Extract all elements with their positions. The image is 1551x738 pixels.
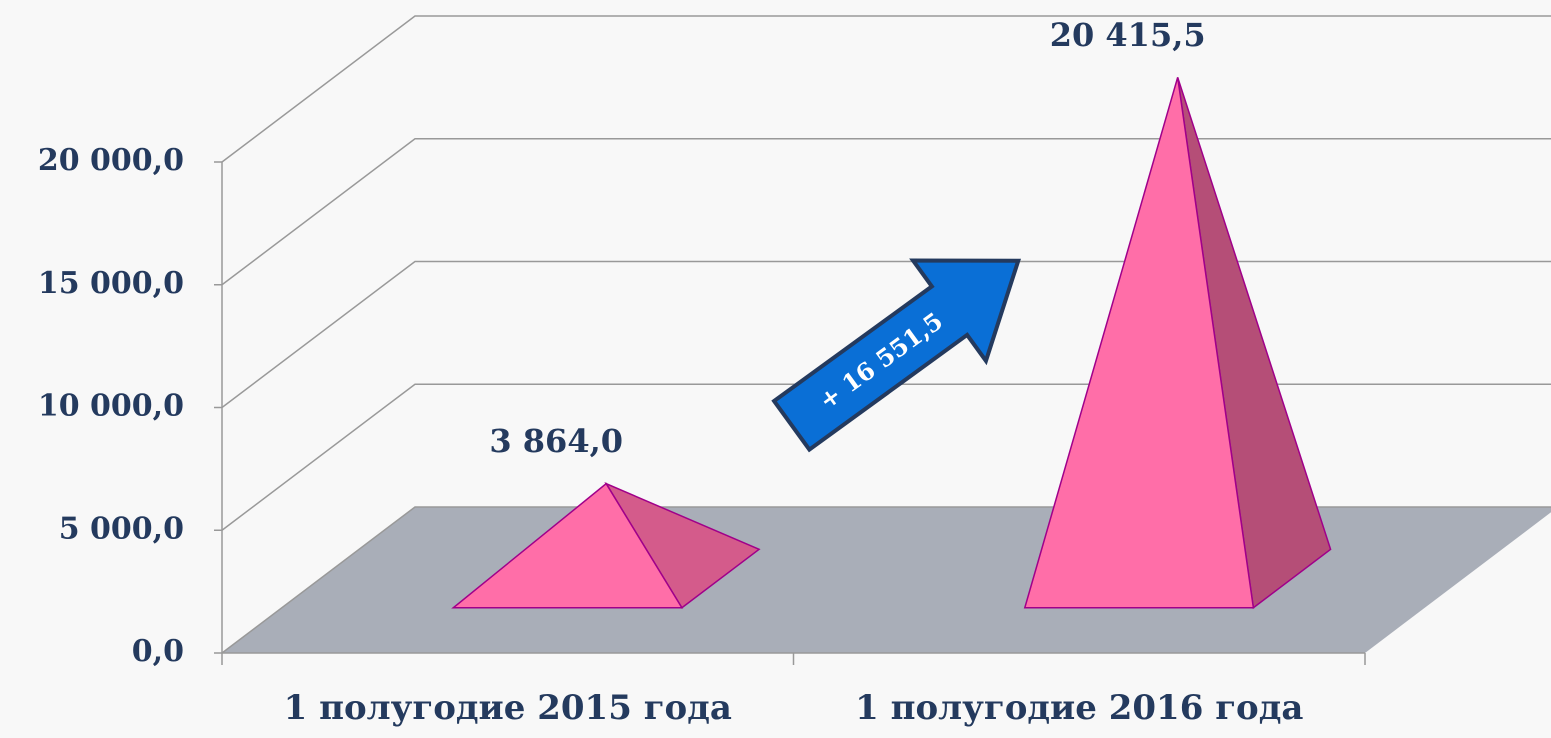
x-tick-label: 1 полугодие 2015 года: [284, 688, 732, 728]
y-tick-label: 10 000,0: [38, 389, 184, 424]
y-tick-label: 5 000,0: [59, 511, 184, 546]
arrow-shape: [771, 258, 1022, 453]
y-tick-label: 0,0: [132, 634, 184, 669]
grid-line: [221, 15, 1551, 163]
pyramid-front: [1023, 77, 1255, 609]
floor: [222, 507, 1551, 653]
y-tick-label: 15 000,0: [38, 266, 184, 301]
pyramid-front: [451, 482, 684, 609]
value-label: 3 864,0: [489, 422, 623, 460]
y-tick-label: 20 000,0: [38, 143, 184, 178]
x-tick-label: 1 полугодие 2016 года: [855, 688, 1303, 728]
value-label: 20 415,5: [1050, 16, 1206, 54]
